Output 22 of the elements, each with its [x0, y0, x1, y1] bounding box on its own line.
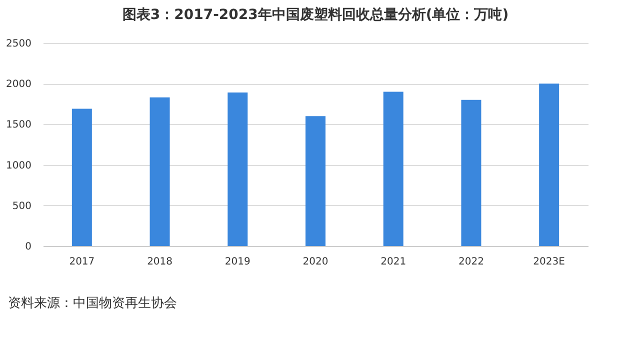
y-tick-label: 2000: [6, 79, 32, 90]
bar: [461, 100, 482, 246]
x-tick-label: 2021: [380, 256, 406, 268]
x-tick-label: 2019: [224, 256, 250, 268]
x-tick-label: 2023E: [533, 256, 565, 268]
chart-title: 图表3：2017-2023年中国废塑料回收总量分析(单位：万吨): [122, 6, 509, 23]
bar: [150, 97, 170, 246]
x-tick-label: 2018: [147, 256, 173, 268]
bar: [539, 84, 560, 246]
y-tick-label: 2500: [6, 38, 32, 50]
bar: [306, 116, 326, 246]
y-tick-label: 0: [25, 242, 32, 252]
x-tick-label: 2022: [458, 256, 484, 268]
text: 资料来源：中国物资再生协会: [8, 295, 178, 312]
y-tick-label: 500: [12, 200, 32, 212]
bar: [228, 92, 248, 246]
x-tick-label: 2020: [302, 256, 328, 268]
y-tick-label: 1000: [6, 160, 32, 172]
bar: [383, 92, 404, 246]
y-tick-label: 1500: [6, 120, 32, 131]
x-tick-label: 2017: [69, 256, 95, 268]
bar: [72, 108, 92, 246]
